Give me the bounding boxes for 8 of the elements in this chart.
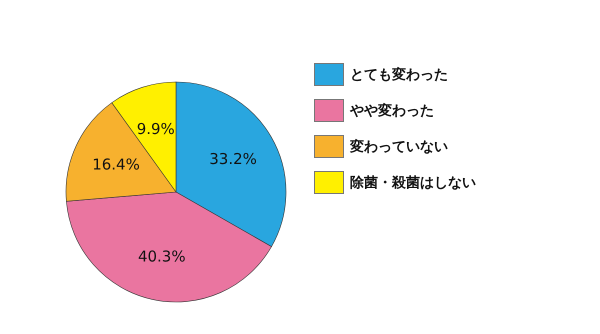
- data-label: 16.4%: [92, 155, 140, 174]
- legend-label: やや変わった: [350, 102, 434, 120]
- legend-label: 除菌・殺菌はしない: [350, 174, 476, 192]
- data-label: 40.3%: [138, 247, 186, 266]
- legend-label: 変わっていない: [350, 138, 448, 156]
- legend-label: とても変わった: [350, 66, 448, 84]
- data-label: 33.2%: [209, 150, 257, 168]
- data-label: 9.9%: [136, 120, 175, 138]
